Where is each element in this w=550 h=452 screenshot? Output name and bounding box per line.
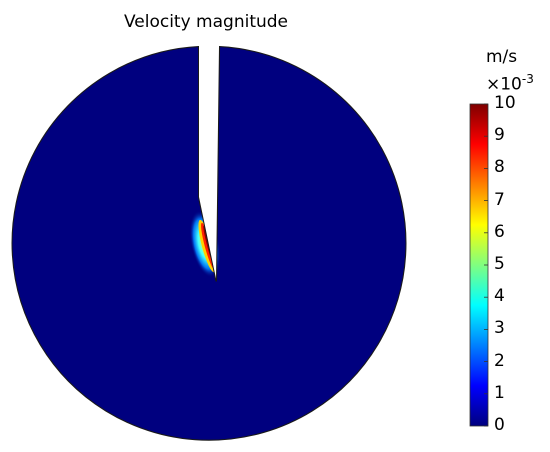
colorbar-scale-base: ×10 — [486, 74, 522, 95]
colorbar-tick-label: 0 — [494, 415, 505, 435]
colorbar-scale-factor: ×10-3 — [486, 72, 534, 95]
colorbar-unit: m/s — [486, 47, 518, 67]
colorbar-tick-label: 4 — [494, 286, 505, 307]
colorbar-tick-label: 3 — [494, 318, 505, 339]
colorbar-tick-label: 7 — [494, 189, 505, 210]
colorbar-tick-label: 6 — [494, 221, 505, 242]
velocity-field-domain — [11, 46, 407, 441]
colorbar-tick-label: 1 — [494, 382, 505, 403]
colorbar-scale-exponent: -3 — [521, 72, 534, 86]
chart-title: Velocity magnitude — [123, 12, 289, 32]
colorbar-tick-label: 9 — [494, 125, 505, 146]
colorbar-tick-label: 5 — [494, 254, 505, 274]
colorbar-tick-label: 2 — [494, 350, 505, 371]
colorbar-tick-label: 10 — [494, 93, 516, 113]
disk-outline — [11, 45, 407, 441]
colorbar-tick-label: 8 — [494, 157, 505, 178]
